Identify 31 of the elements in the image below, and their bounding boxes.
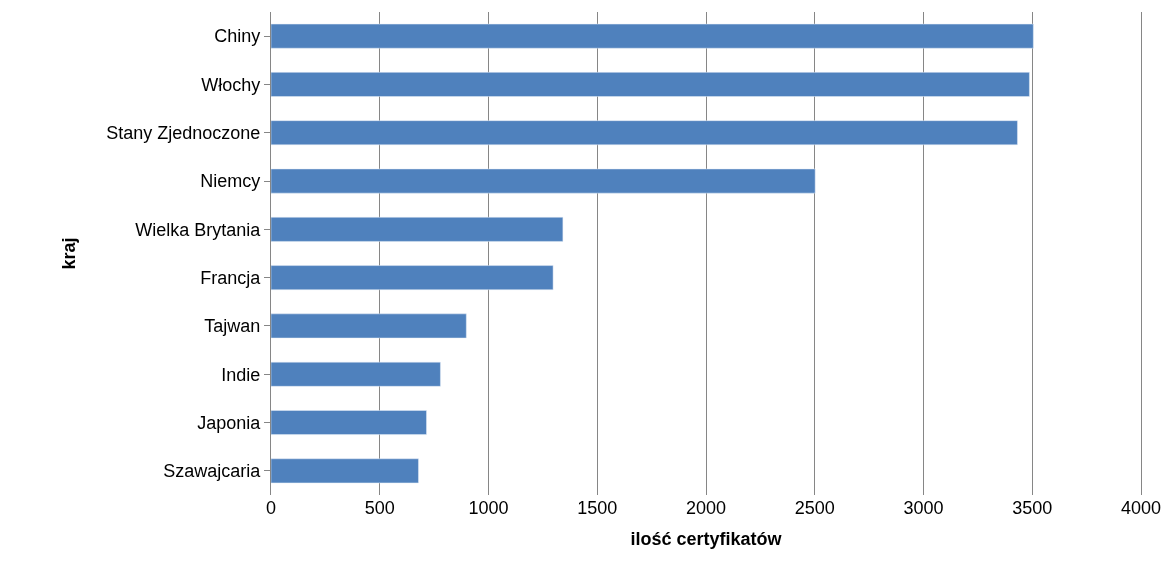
x-tick-label: 1500 xyxy=(577,498,618,518)
x-tick-label: 2500 xyxy=(794,498,835,518)
x-tick-label: 3000 xyxy=(903,498,944,518)
y-axis-title: kraj xyxy=(59,237,80,270)
bar xyxy=(271,217,564,242)
x-tick-label: 0 xyxy=(265,498,277,518)
y-tick-label: Niemcy xyxy=(200,171,261,192)
bar xyxy=(271,361,441,387)
bar xyxy=(271,410,427,435)
x-tick-label: 2000 xyxy=(685,498,727,518)
y-tick-label: Stany Zjednoczone xyxy=(106,123,261,144)
y-tick-label: Wielka Brytania xyxy=(135,219,262,240)
x-tick-label: 3500 xyxy=(1012,498,1053,518)
bar xyxy=(271,120,1018,146)
bar xyxy=(271,265,554,290)
bar xyxy=(271,313,467,339)
bar xyxy=(271,168,816,194)
y-tick-label: Włochy xyxy=(201,74,261,95)
x-tick-label: 1000 xyxy=(468,498,509,518)
bar xyxy=(271,23,1034,49)
y-tick-label: Tajwan xyxy=(204,316,261,337)
x-tick-label: 4000 xyxy=(1120,498,1162,518)
y-tick-label: Francja xyxy=(200,267,262,288)
y-tick-label: Japonia xyxy=(197,412,262,433)
bar xyxy=(271,72,1030,97)
bar xyxy=(271,458,419,484)
y-tick-label: Chiny xyxy=(214,26,261,47)
x-axis-title: ilość certyfikatów xyxy=(630,529,783,550)
y-tick-label: Indie xyxy=(221,364,261,385)
y-tick-label: Szawajcaria xyxy=(163,461,262,482)
x-tick-label: 500 xyxy=(364,498,395,518)
